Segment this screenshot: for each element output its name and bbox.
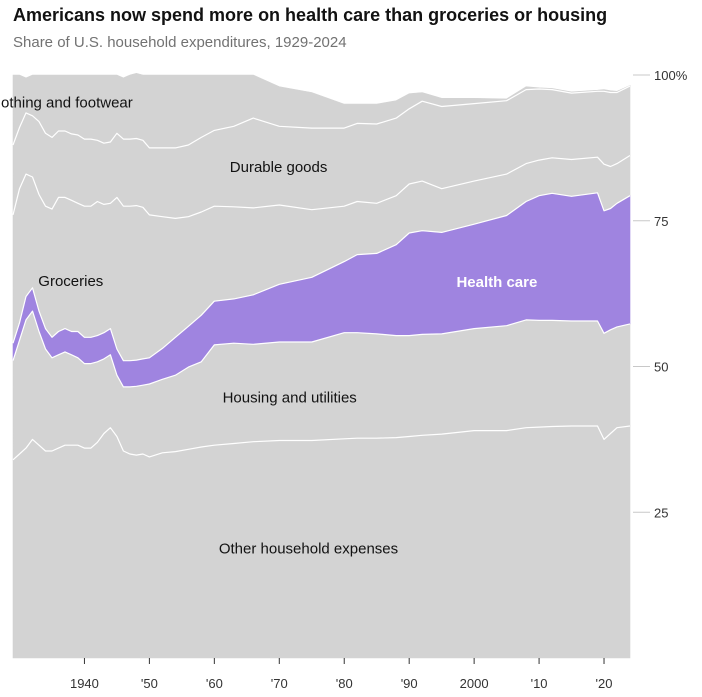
band-label-groceries: Groceries (38, 273, 103, 290)
band-label-durable-goods: Durable goods (230, 159, 328, 176)
x-tick-label: '50 (141, 676, 158, 691)
band-labels: Clothing and footwear Durable goods Grocer… (0, 94, 537, 557)
chart-subtitle: Share of U.S. household expenditures, 19… (13, 34, 347, 51)
x-tick-label: '10 (531, 676, 548, 691)
boundary-line (12, 85, 631, 149)
chart-title: Americans now spend more on health care … (13, 5, 608, 25)
boundary-lines (12, 85, 631, 461)
x-tick-label: '80 (336, 676, 353, 691)
y-tick-label: 50 (654, 360, 668, 375)
boundary-line (12, 310, 631, 388)
x-tick-label: '60 (206, 676, 223, 691)
band-label-other-household-expenses: Other household expenses (219, 540, 398, 557)
boundary-line (12, 425, 631, 461)
x-tick-label: '90 (401, 676, 418, 691)
x-tick-label: 1940 (70, 676, 99, 691)
y-tick-label: 100% (654, 68, 688, 83)
y-axis: 100% 75 50 25 (633, 68, 688, 520)
boundary-line (12, 154, 631, 219)
boundary-line (12, 192, 631, 362)
y-tick-label: 25 (654, 505, 668, 520)
band-label-housing-and-utilities: Housing and utilities (223, 389, 357, 406)
x-axis: 1940 '50 '60 '70 '80 '90 2000 '10 '20 (70, 658, 613, 691)
y-tick-label: 75 (654, 214, 668, 229)
x-tick-label: '20 (596, 676, 613, 691)
x-tick-label: 2000 (460, 676, 489, 691)
x-tick-label: '70 (271, 676, 288, 691)
band-label-health-care: Health care (456, 274, 537, 291)
area-bands (12, 72, 631, 659)
band-label-clothing-and-footwear: Clothing and footwear (0, 94, 133, 111)
